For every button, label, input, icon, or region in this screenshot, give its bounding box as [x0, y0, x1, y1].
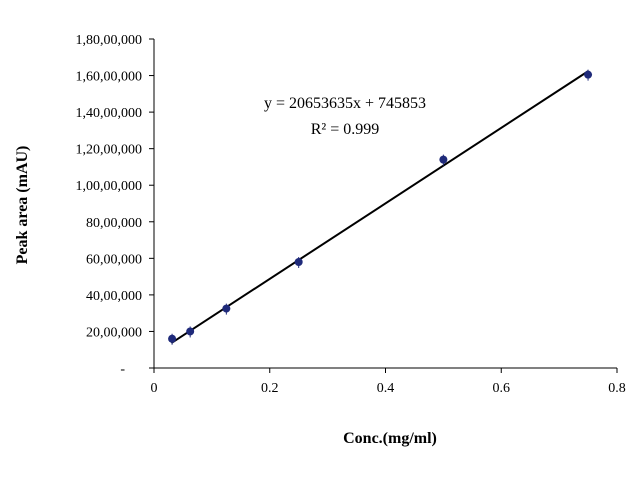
trendline — [170, 70, 589, 344]
y-tick-label: 1,20,00,000 — [76, 143, 143, 158]
x-tick-label: 0.8 — [608, 381, 626, 396]
data-point — [186, 327, 195, 336]
y-tick-label: 1,60,00,000 — [76, 70, 143, 85]
y-tick-label: 60,00,000 — [86, 252, 142, 267]
y-tick-label: 20,00,000 — [86, 325, 142, 340]
x-axis-ticks: 0 0.2 0.4 0.6 0.8 — [151, 368, 626, 396]
x-tick-label: 0.4 — [377, 381, 395, 396]
x-tick-label: 0.2 — [261, 381, 279, 396]
y-tick-label: 1,00,00,000 — [76, 179, 143, 194]
data-point — [584, 70, 593, 79]
x-tick-label: 0.6 — [493, 381, 511, 396]
y-axis-ticks: - 20,00,000 40,00,000 60,00,000 80,00,000 1,0… — [76, 33, 154, 377]
data-point — [168, 334, 177, 343]
data-points — [168, 69, 593, 345]
y-tick-label: 40,00,000 — [86, 289, 142, 304]
y-tick-label: 80,00,000 — [86, 216, 142, 231]
data-point — [439, 155, 448, 164]
y-tick-label: 1,80,00,000 — [76, 33, 143, 48]
data-point — [222, 304, 231, 313]
x-tick-label: 0 — [151, 381, 158, 396]
y-tick-label: 1,40,00,000 — [76, 106, 143, 121]
r-squared-label: R² = 0.999 — [311, 121, 380, 138]
y-tick-label: - — [120, 362, 125, 377]
data-point — [294, 257, 303, 266]
x-axis-title: Conc.(mg/ml) — [343, 430, 437, 447]
trendline-equation: y = 20653635x + 745853 — [264, 95, 426, 112]
y-axis-title: Peak area (mAU) — [14, 146, 31, 265]
